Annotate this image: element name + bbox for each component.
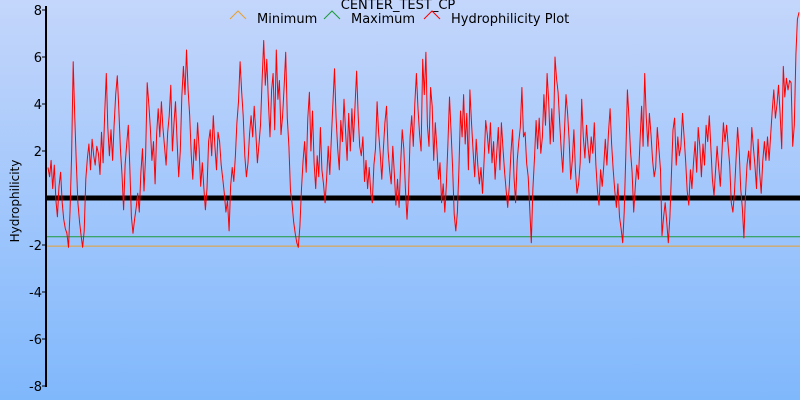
y-tick-label: 6: [34, 51, 42, 66]
y-tick-label: 2: [34, 145, 42, 160]
legend-line-icon: [423, 10, 441, 20]
legend-item: Maximum: [323, 10, 415, 27]
y-tick-label: 4: [34, 98, 42, 113]
legend-line-icon: [229, 10, 247, 20]
y-tick-label: -4: [29, 286, 42, 301]
legend-label: Hydrophilicity Plot: [451, 12, 569, 27]
legend: Minimum Maximum Hydrophilicity Plot: [229, 10, 569, 27]
y-tick-label: -6: [29, 333, 42, 348]
legend-item: Minimum: [229, 10, 317, 27]
y-tick-label: -8: [29, 380, 42, 395]
legend-line-icon: [323, 10, 341, 20]
series-hydrophilicity-plot-line: [47, 12, 800, 248]
y-axis: 8 6 4 2 -2 -4 -6 -8: [29, 4, 47, 395]
y-tick-label: -2: [29, 239, 42, 254]
legend-label: Minimum: [257, 12, 317, 27]
legend-label: Maximum: [351, 12, 415, 27]
legend-item: Hydrophilicity Plot: [423, 10, 569, 27]
y-axis-label: Hydrophilicity: [8, 160, 22, 243]
y-tick-label: 8: [34, 4, 42, 19]
chart-title: CENTER_TEST_CP: [341, 0, 456, 13]
